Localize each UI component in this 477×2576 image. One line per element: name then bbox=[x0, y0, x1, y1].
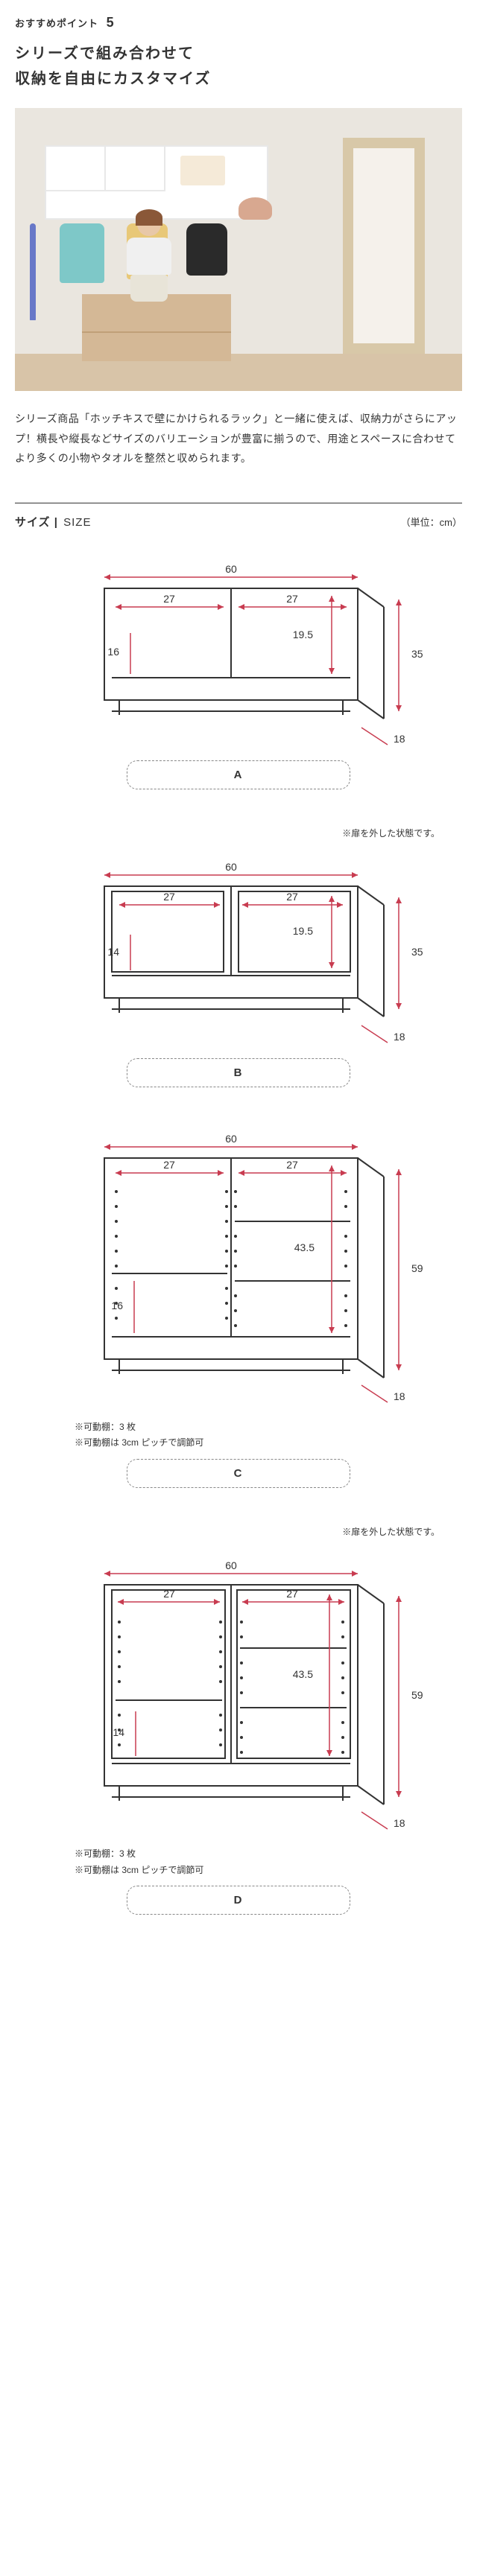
dim-a-h: 35 bbox=[411, 648, 423, 660]
footnote-d-1: ※可動棚：3 枚 bbox=[75, 1848, 136, 1859]
dim-d-w: 60 bbox=[225, 1559, 237, 1571]
point-text: おすすめポイント bbox=[15, 18, 98, 29]
size-header: サイズ | SIZE （単位：cm） bbox=[15, 514, 462, 529]
dim-a-w: 60 bbox=[225, 563, 237, 575]
size-unit: （単位：cm） bbox=[401, 515, 462, 529]
dim-a-d: 18 bbox=[394, 733, 405, 745]
dim-a-iw1: 27 bbox=[163, 593, 175, 605]
dim-c-iw1: 27 bbox=[163, 1159, 175, 1171]
diagram-c-svg: 60 27 bbox=[45, 1125, 432, 1408]
dim-c-ih: 43.5 bbox=[294, 1241, 315, 1253]
size-title-en: SIZE bbox=[63, 516, 91, 529]
footnote-c: ※可動棚：3 枚 ※可動棚は 3cm ピッチで調節可 bbox=[75, 1419, 462, 1451]
section-heading: シリーズで組み合わせて 収納を自由にカスタマイズ bbox=[15, 41, 462, 92]
size-title: サイズ | SIZE bbox=[15, 514, 91, 529]
dim-b-ih: 19.5 bbox=[293, 925, 313, 937]
dim-a-ih: 19.5 bbox=[293, 629, 313, 640]
variant-label-b: B bbox=[127, 1058, 350, 1087]
footnote-d: ※可動棚：3 枚 ※可動棚は 3cm ピッチで調節可 bbox=[75, 1846, 462, 1878]
diagram-d: 60 27 27 bbox=[15, 1551, 462, 1915]
dim-b-d: 18 bbox=[394, 1031, 405, 1043]
dim-b-h: 35 bbox=[411, 946, 423, 958]
size-title-ja: サイズ bbox=[15, 516, 51, 529]
note-door-d: ※扉を外した状態です。 bbox=[15, 1525, 440, 1538]
dim-a-sh: 16 bbox=[107, 646, 119, 658]
diagram-b: 60 27 27 19.5 14 35 bbox=[15, 853, 462, 1087]
body-text: シリーズ商品「ホッチキスで壁にかけられるラック」と一緒に使えば、収納力がさらにア… bbox=[15, 409, 462, 468]
note-door-b: ※扉を外した状態です。 bbox=[15, 827, 440, 839]
dim-d-d: 18 bbox=[394, 1817, 405, 1829]
dim-d-h: 59 bbox=[411, 1689, 423, 1701]
dim-c-sh: 16 bbox=[111, 1300, 123, 1311]
hero-illustration bbox=[15, 108, 462, 391]
dim-d-iw1: 27 bbox=[163, 1588, 175, 1600]
heading-line-1: シリーズで組み合わせて bbox=[15, 45, 195, 62]
diagram-a: 60 27 27 19.5 bbox=[15, 555, 462, 789]
dim-b-iw1: 27 bbox=[163, 891, 175, 903]
dim-c-h: 59 bbox=[411, 1262, 423, 1274]
dim-b-sh: 14 bbox=[107, 946, 119, 958]
diagram-a-svg: 60 27 27 19.5 bbox=[45, 555, 432, 748]
dim-d-ih: 43.5 bbox=[293, 1668, 313, 1680]
diagram-d-svg: 60 27 27 bbox=[45, 1551, 432, 1834]
variant-label-c: C bbox=[127, 1459, 350, 1488]
footnote-d-2: ※可動棚は 3cm ピッチで調節可 bbox=[75, 1865, 203, 1875]
heading-line-2: 収納を自由にカスタマイズ bbox=[15, 71, 211, 87]
dim-d-iw2: 27 bbox=[286, 1588, 298, 1600]
dim-c-w: 60 bbox=[225, 1133, 237, 1145]
variant-label-a: A bbox=[127, 760, 350, 789]
point-label: おすすめポイント 5 bbox=[15, 15, 462, 31]
dim-d-sh: 14 bbox=[113, 1726, 124, 1738]
dim-b-w: 60 bbox=[225, 861, 237, 873]
dim-c-iw2: 27 bbox=[286, 1159, 298, 1171]
footnote-c-2: ※可動棚は 3cm ピッチで調節可 bbox=[75, 1437, 203, 1448]
dim-b-iw2: 27 bbox=[286, 891, 298, 903]
variant-label-d: D bbox=[127, 1886, 350, 1915]
diagram-c: 60 27 bbox=[15, 1125, 462, 1488]
point-number: 5 bbox=[107, 15, 115, 30]
dim-c-d: 18 bbox=[394, 1390, 405, 1402]
footnote-c-1: ※可動棚：3 枚 bbox=[75, 1422, 136, 1432]
diagram-b-svg: 60 27 27 19.5 14 35 bbox=[45, 853, 432, 1046]
dim-a-iw2: 27 bbox=[286, 593, 298, 605]
